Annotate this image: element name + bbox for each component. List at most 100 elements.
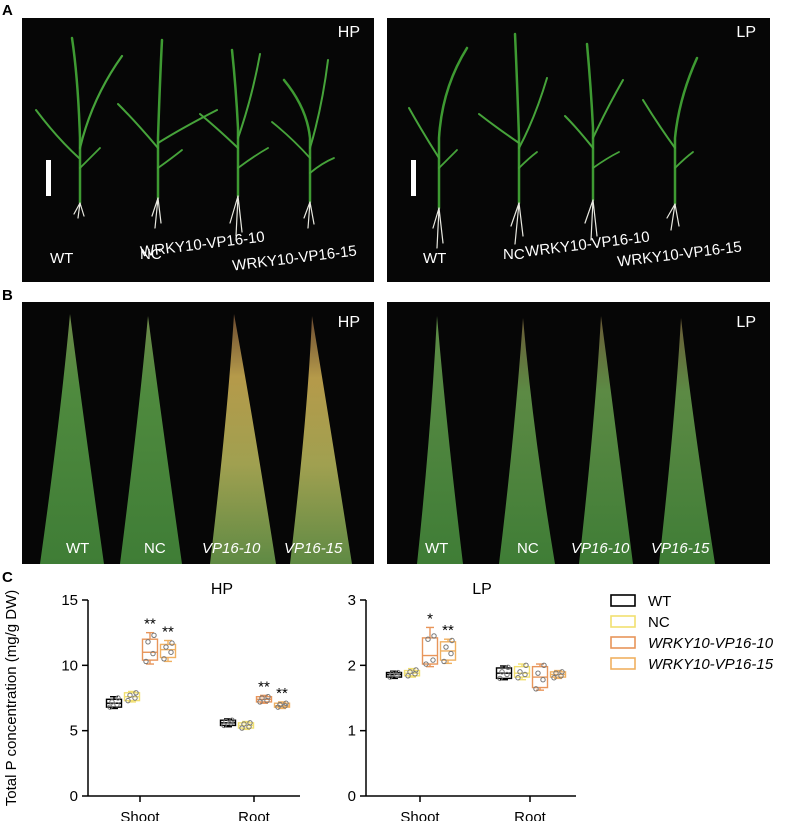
data-point [161,656,167,662]
significance-marker: ** [442,622,454,639]
seedling-photo-lp: LP WT NC WRKY10-VP16-10 WRKY10-VP16-15 [387,18,770,282]
significance-marker: ** [144,616,156,633]
data-point [430,657,436,663]
condition-label-lp: LP [736,24,756,41]
data-point [395,669,401,676]
legend-label: WT [648,593,671,610]
data-point [145,639,151,645]
data-point [499,669,505,675]
condition-label-hp: HP [337,24,360,41]
data-point [143,658,149,665]
legend-label: NC [648,614,670,631]
data-point [125,697,131,704]
data-point [541,662,547,669]
significance-marker: ** [276,685,288,702]
data-point [559,669,565,675]
data-point [282,703,288,709]
data-point [441,658,447,665]
scale-bar [46,160,51,196]
data-point [394,672,400,678]
box-body [159,643,177,659]
y-tick-label: 0 [348,788,356,805]
data-point [241,721,247,727]
data-point [114,701,120,708]
data-point [265,693,271,700]
leaf-drawing-hp [40,314,352,564]
y-tick-label: 10 [61,657,78,674]
data-point [407,669,413,675]
data-point [115,695,121,701]
y-tick-label: 2 [348,657,356,674]
data-point [247,720,253,726]
data-point [448,650,454,657]
data-point [150,650,156,657]
plant-label: WT [50,250,74,267]
panel-label-b: B [2,287,13,304]
data-point [497,675,503,682]
data-point [413,667,419,673]
leaf-label: VP16-15 [284,540,343,557]
plant-label: NC [140,246,162,263]
y-tick-label: 5 [70,723,78,740]
x-tick-label: Root [238,809,271,821]
data-point [389,671,395,677]
data-point [522,671,528,678]
data-point [515,675,521,681]
box-body [141,638,159,661]
data-point [228,720,234,726]
data-point [443,644,449,650]
data-point [163,644,169,650]
leaf-label: WT [425,540,449,557]
condition-label-lp: LP [736,314,756,331]
seedling-drawing-hp [35,36,335,237]
legend-swatch [610,657,636,670]
data-point [283,700,289,706]
chart-title: LP [472,581,492,598]
leaf-label: VP16-10 [202,540,261,557]
data-point [151,632,157,638]
box-body [513,665,531,678]
panel-label-a: A [2,2,13,19]
plant-label: WT [423,250,447,267]
data-point [127,692,133,699]
data-point [504,671,510,678]
phosphorus-boxplot-chart: Total P concentration (mg/g DW)HP051015S… [3,581,774,821]
legend-swatch [610,615,636,628]
leaf-label: NC [517,540,539,557]
seedling-photo-hp: HP WT NC WRKY10-VP16-10 WRKY10-VP16-15 [22,18,374,282]
plant-label: NC [503,246,525,263]
data-point [431,633,437,639]
leaf-label: VP16-10 [571,540,630,557]
data-point [449,637,455,644]
data-point [132,695,138,701]
significance-marker: ** [258,678,270,695]
leaf-photo-hp: HP WT NC VP16-10 VP16-15 [22,302,374,564]
seedling-drawing-lp [408,32,699,249]
legend-label: WRKY10-VP16-15 [648,656,774,673]
legend-swatch [610,594,636,607]
data-point [133,690,139,696]
leaf-photo-lp: LP WT NC VP16-10 VP16-15 [387,302,770,564]
y-tick-label: 3 [348,592,356,609]
x-tick-label: Root [514,809,547,821]
y-axis-label: Total P concentration (mg/g DW) [3,590,20,806]
data-point [540,677,546,683]
y-tick-label: 1 [348,723,356,740]
leaf-label: NC [144,540,166,557]
data-point [533,686,539,692]
data-point [259,695,265,701]
data-point [551,675,557,681]
data-point [505,664,511,670]
data-point [423,661,429,667]
x-tick-label: Shoot [400,809,440,821]
data-point [107,704,113,710]
y-tick-label: 15 [61,592,78,609]
leaf-label: VP16-15 [651,540,710,557]
y-tick-label: 0 [70,788,78,805]
data-point [168,649,174,655]
x-tick-label: Shoot [120,809,160,821]
data-point [169,640,175,646]
leaf-drawing-lp [417,316,715,564]
data-point [517,669,523,675]
data-point [523,662,529,669]
